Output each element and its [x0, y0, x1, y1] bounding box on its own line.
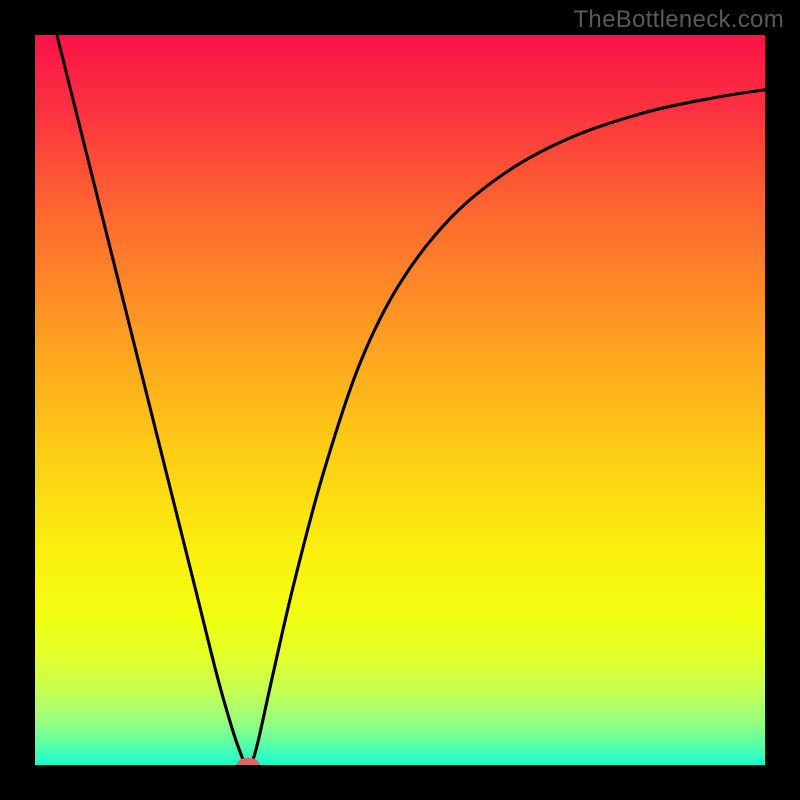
minimum-marker — [236, 758, 259, 773]
plot-background — [35, 35, 765, 765]
chart-stage: TheBottleneck.com — [0, 0, 800, 800]
bottleneck-chart — [0, 0, 800, 800]
